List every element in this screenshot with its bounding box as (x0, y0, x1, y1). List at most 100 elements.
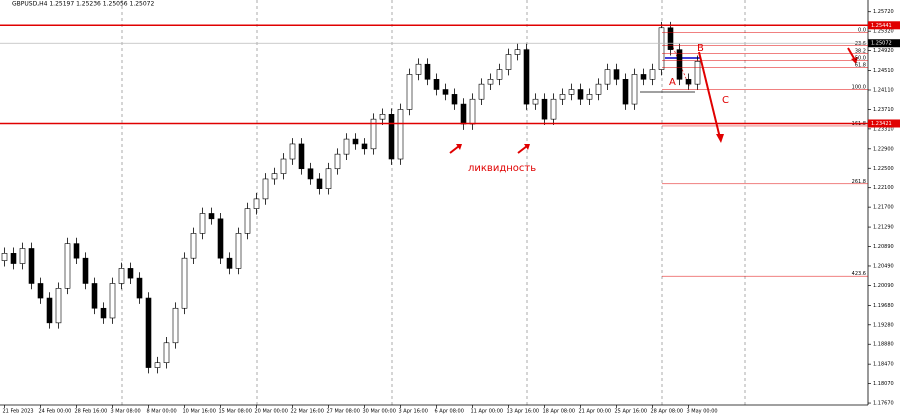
candle-body (163, 342, 170, 364)
y-tick-label: 1.22500 (873, 166, 894, 172)
candle-body (82, 257, 89, 284)
candle-body (541, 98, 548, 120)
candle-body (406, 74, 413, 110)
candle-body (37, 283, 44, 299)
candle-body (622, 78, 629, 105)
y-tick-label: 1.24110 (873, 87, 894, 93)
candle-body (595, 83, 602, 95)
x-tick-label: 10 Mar 16:00 (183, 409, 216, 415)
candle-body (568, 89, 575, 95)
candle-body (667, 27, 674, 50)
price-tag (868, 39, 900, 48)
price-tag (868, 119, 900, 128)
y-tick-label: 1.22900 (873, 146, 894, 152)
price-tag-label: 1.25072 (871, 41, 892, 47)
candle-body (235, 233, 242, 269)
y-tick-label: 1.23310 (873, 126, 894, 132)
candle-body (64, 243, 71, 289)
x-tick-label: 15 Mar 08:00 (219, 409, 252, 415)
candle-body (397, 109, 404, 160)
candle-body (199, 213, 206, 234)
y-tick-label: 1.20090 (873, 283, 894, 289)
candle-body (280, 158, 287, 174)
y-tick-label: 1.21290 (873, 225, 894, 231)
candle-body (550, 98, 557, 120)
candle-body (370, 118, 377, 150)
candle-body (253, 198, 260, 209)
y-tick-label: 1.24920 (873, 48, 894, 54)
candle-body (487, 78, 494, 85)
y-tick-label: 1.20890 (873, 244, 894, 250)
candle-body (343, 138, 350, 155)
candle-body (271, 173, 278, 180)
price-tag-label: 1.25441 (871, 23, 892, 29)
fib-label: 0.0 (858, 28, 866, 34)
candle-body (505, 54, 512, 70)
candle-body (172, 307, 179, 344)
candle-body (559, 94, 566, 100)
x-tick-label: 30 Mar 00:00 (363, 409, 396, 415)
candle-body (208, 213, 215, 220)
y-tick-label: 1.18070 (873, 381, 894, 387)
candle-body (217, 218, 224, 259)
x-tick-label: 8 Mar 00:00 (147, 409, 177, 415)
annotations: ликвидность A B C (468, 43, 729, 174)
fib-label: 61.8 (855, 63, 866, 69)
candle-body (154, 362, 161, 368)
candle-body (127, 268, 134, 279)
x-tick-label: 28 Apr 08:00 (651, 409, 684, 415)
x-tick-label: 11 Apr 00:00 (471, 409, 504, 415)
candle-body (451, 94, 458, 105)
candle-body (433, 78, 440, 90)
y-tick-label: 1.19280 (873, 322, 894, 328)
fib-label: 38.2 (855, 49, 866, 55)
candle-body (613, 69, 620, 80)
candle-body (136, 277, 143, 299)
candle-body (307, 168, 314, 180)
candle-body (388, 113, 395, 160)
fib-label: 423.6 (852, 271, 866, 277)
x-tick-label: 3 Apr 16:00 (399, 409, 428, 415)
x-tick-label: 27 Mar 08:00 (327, 409, 360, 415)
candle-body (478, 83, 485, 100)
x-tick-label: 3 Mar 08:00 (111, 409, 141, 415)
x-tick-label: 21 Apr 00:00 (579, 409, 612, 415)
candle-body (298, 143, 305, 170)
candle-body (109, 283, 116, 319)
candle-body (55, 288, 62, 324)
x-tick-label: 3 May 00:00 (687, 409, 718, 415)
candle-body (334, 153, 341, 170)
annotation: ликвидность (468, 163, 536, 174)
candle-body (244, 208, 251, 234)
candle-body (523, 49, 530, 105)
annotation: C (722, 95, 729, 106)
price-tag (868, 21, 900, 30)
y-tick-label: 1.21700 (873, 205, 894, 211)
candle-body (19, 248, 26, 264)
candle-body (28, 248, 35, 284)
y-tick-label: 1.18470 (873, 362, 894, 368)
y-tick-label: 1.22100 (873, 185, 894, 191)
candle-body (496, 69, 503, 80)
x-tick-label: 28 Feb 16:00 (75, 409, 108, 415)
candle-body (1, 253, 8, 261)
candle-body (460, 103, 467, 125)
y-tick-label: 1.20490 (873, 263, 894, 269)
fib-label: 50.0 (855, 55, 866, 61)
candle-body (118, 268, 125, 284)
candle-body (289, 143, 296, 160)
candle-body (46, 297, 53, 324)
y-tick-label: 1.18880 (873, 342, 894, 348)
x-tick-label: 21 Feb 2023 (3, 409, 34, 415)
candle-body (352, 138, 359, 145)
y-tick-label: 1.25320 (873, 29, 894, 35)
candle-body (442, 89, 449, 95)
x-tick-label: 13 Apr 16:00 (507, 409, 540, 415)
candle-body (316, 178, 323, 189)
candle-body (73, 243, 80, 259)
candle-body (325, 168, 332, 189)
y-tick-label: 1.23710 (873, 107, 894, 113)
candle-body (685, 78, 692, 85)
x-tick-label: 6 Apr 08:00 (435, 409, 464, 415)
